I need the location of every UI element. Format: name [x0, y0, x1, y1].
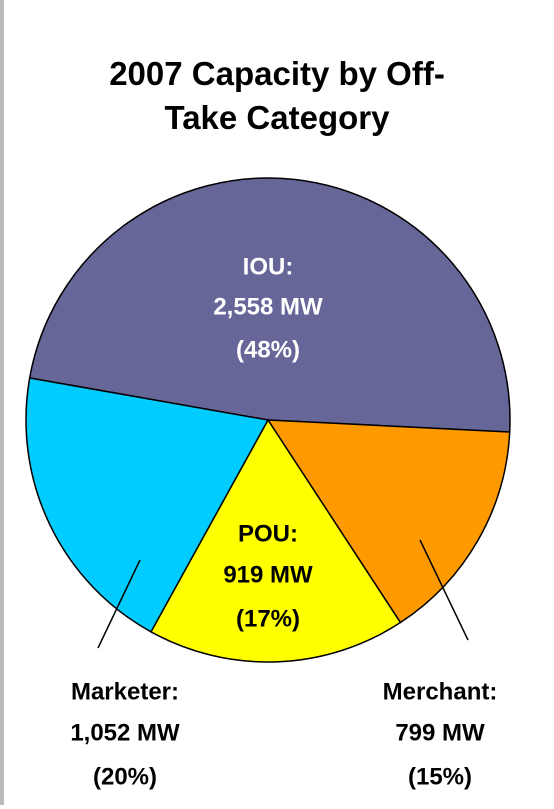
- pie-slice: [25, 377, 270, 633]
- category-label: IOU:: [243, 253, 294, 280]
- category-label: Merchant:: [383, 678, 498, 705]
- leader-line: [97, 559, 141, 649]
- value-label: 2,558 MW: [213, 293, 323, 320]
- leader-line: [419, 539, 469, 641]
- percent-label: (48%): [236, 336, 300, 363]
- value-label: 1,052 MW: [70, 719, 180, 746]
- pie-slice: [28, 177, 511, 433]
- value-label: 799 MW: [395, 719, 485, 746]
- value-label: 919 MW: [223, 561, 313, 588]
- category-label: Marketer:: [71, 678, 179, 705]
- percent-label: (15%): [408, 763, 472, 790]
- percent-label: (20%): [93, 763, 157, 790]
- pie-slice: [149, 418, 402, 663]
- chart-title: 2007 Capacity by Off-Take Category: [109, 55, 445, 136]
- pie-slice: [266, 419, 511, 624]
- percent-label: (17%): [236, 605, 300, 632]
- category-label: POU:: [238, 520, 298, 547]
